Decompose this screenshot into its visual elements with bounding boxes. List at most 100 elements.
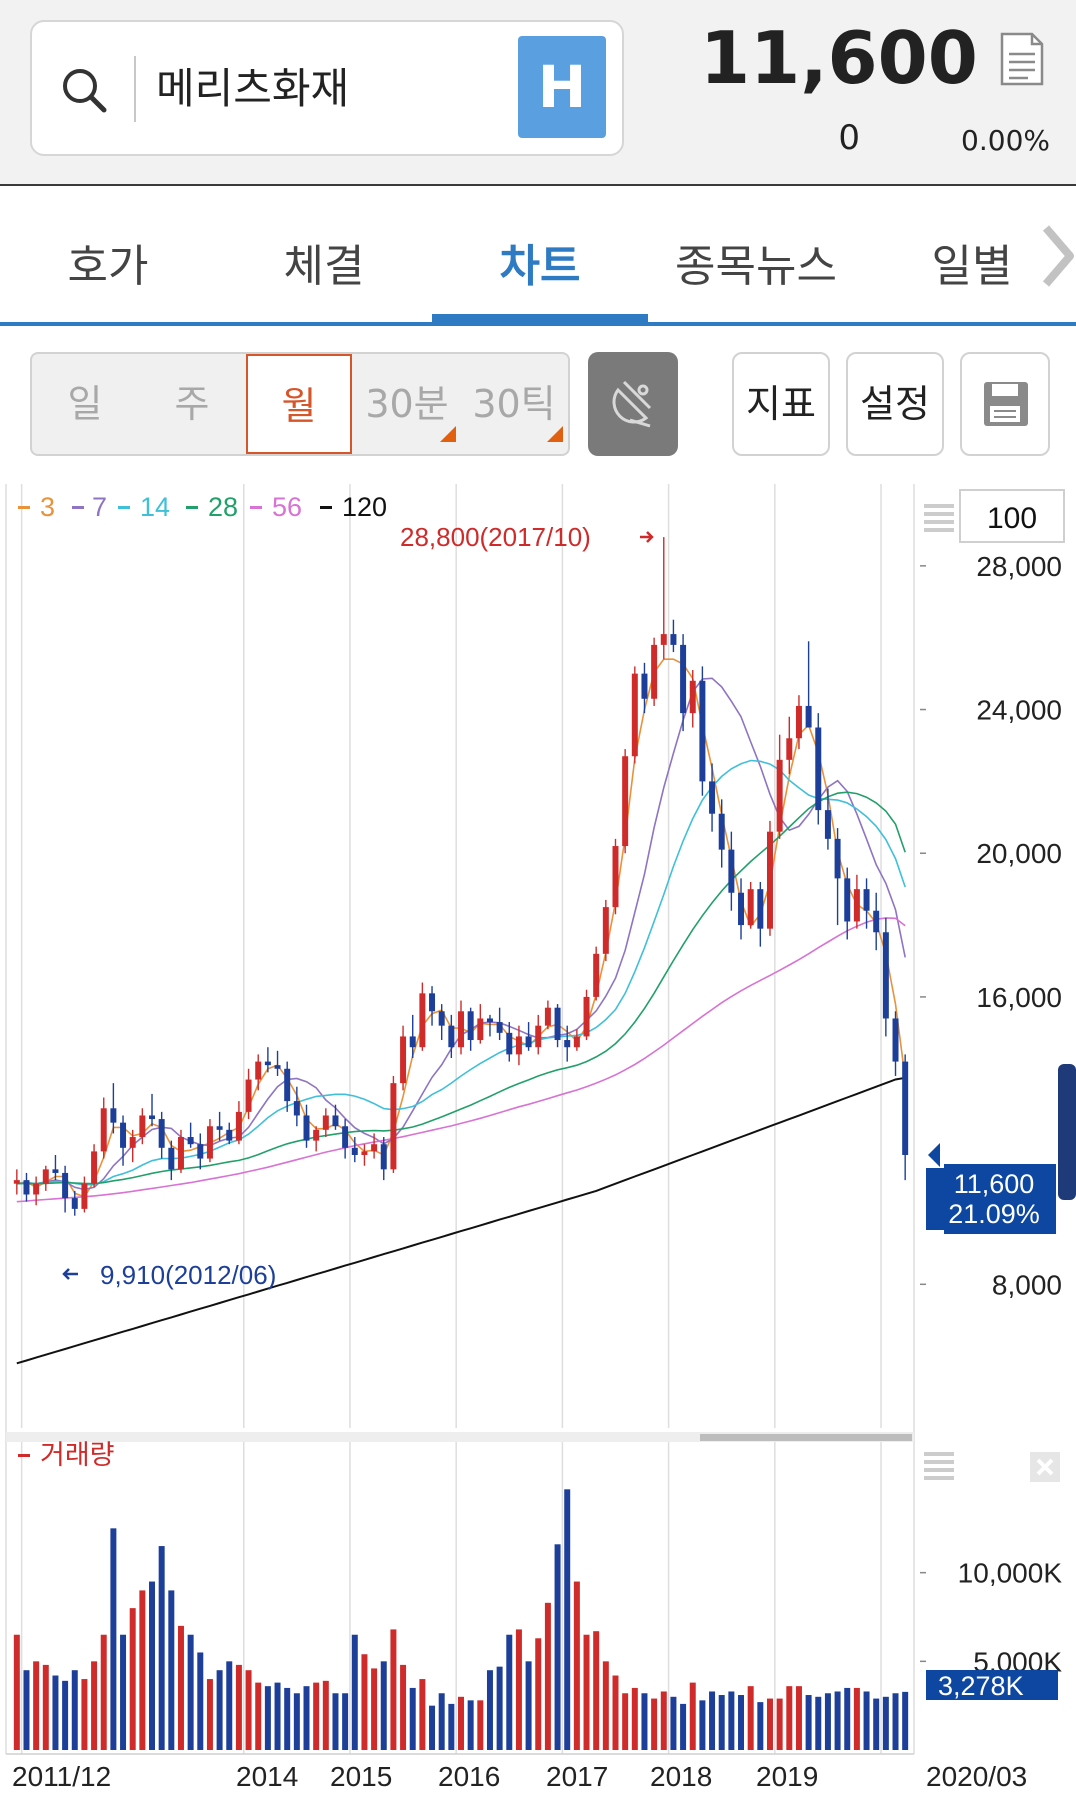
candle-body: [795, 705, 802, 739]
stock-search-box[interactable]: 메리츠화재 H: [30, 20, 624, 156]
search-divider: [134, 56, 136, 122]
current-price: 11,600: [700, 16, 978, 100]
ma7-legend-label: 7: [92, 492, 107, 522]
arrow-right-icon: [640, 531, 654, 543]
volume-bar: [573, 1581, 580, 1750]
period-day-button[interactable]: 일: [32, 354, 138, 454]
volume-bar: [564, 1489, 571, 1750]
close-panel-icon[interactable]: [1030, 1452, 1060, 1482]
candle-body: [766, 831, 773, 929]
volume-bar: [322, 1680, 329, 1750]
candle-body: [544, 1007, 551, 1026]
candle-body: [187, 1137, 194, 1145]
volume-bar: [815, 1696, 822, 1750]
candle-body: [815, 727, 822, 811]
candle-body: [448, 1025, 455, 1048]
candle-body: [786, 738, 793, 760]
period-30min-button[interactable]: 30분: [354, 354, 460, 454]
volume-bar: [795, 1686, 802, 1750]
date-tick-label: 2015: [330, 1761, 392, 1792]
volume-bar: [506, 1634, 513, 1750]
low-annotation: 9,910(2012/06): [100, 1260, 276, 1290]
candle-body: [120, 1122, 127, 1148]
volume-bar: [100, 1634, 107, 1750]
volume-bar: [264, 1686, 271, 1750]
tab-trades[interactable]: 체결: [283, 241, 365, 292]
period-month-label: 월: [281, 384, 317, 428]
chevron-right-icon[interactable]: [1040, 224, 1076, 288]
candle-body: [322, 1115, 329, 1130]
volume-bar: [303, 1686, 310, 1750]
candle-body: [62, 1172, 69, 1199]
tab-orderbook[interactable]: 호가: [67, 241, 149, 292]
period-week-button[interactable]: 주: [139, 354, 245, 454]
volume-bar: [477, 1700, 484, 1750]
candle-body: [110, 1108, 117, 1123]
candle-body: [390, 1083, 397, 1170]
panel-separator: [6, 1432, 914, 1442]
drawing-tool-button[interactable]: [588, 352, 678, 456]
side-panel-handle[interactable]: [1058, 1064, 1076, 1200]
volume-bar: [149, 1581, 156, 1750]
volume-bar: [448, 1703, 455, 1750]
floppy-disk-icon: [984, 382, 1028, 426]
h-button[interactable]: H: [518, 36, 606, 138]
last-volume-label: 3,278K: [938, 1671, 1024, 1701]
ma3-legend-label: 3: [40, 492, 55, 522]
candle-body: [670, 634, 677, 645]
ma28-legend-label: 28: [208, 492, 238, 522]
count-box[interactable]: [959, 489, 1065, 543]
candle-body: [709, 781, 716, 814]
candle-body: [274, 1065, 281, 1069]
ma14-line: [16, 759, 906, 1186]
volume-bar: [593, 1631, 600, 1750]
candle-body: [853, 889, 860, 922]
volume-bar: [467, 1700, 474, 1750]
active-tab-indicator: [432, 314, 648, 322]
tab-daily[interactable]: 일별: [931, 241, 1013, 292]
tab-chart[interactable]: 차트: [499, 241, 581, 292]
volume-panel-menu-icon[interactable]: [924, 1452, 954, 1480]
candle-body: [197, 1144, 204, 1159]
volume-bar: [33, 1661, 40, 1750]
volume-bar: [216, 1670, 223, 1750]
search-icon[interactable]: [60, 66, 108, 114]
ma120-line: [16, 1076, 906, 1365]
volume-bar: [515, 1629, 522, 1750]
volume-bar: [332, 1693, 339, 1750]
volume-bar: [805, 1695, 812, 1750]
candle-body: [342, 1126, 349, 1148]
price-tick-label: 24,000: [976, 695, 1062, 726]
candle-body: [361, 1151, 368, 1155]
stock-chart-svg[interactable]: 3 7 14 28 56 120 100 28,000 24,000 20,000 1…: [0, 484, 1076, 1803]
volume-bar: [419, 1679, 426, 1750]
period-30tick-button[interactable]: 30틱: [461, 354, 567, 454]
price-panel-menu-icon[interactable]: [924, 504, 954, 532]
candle-body: [129, 1137, 136, 1148]
candle-body: [892, 1018, 899, 1062]
volume-bars: [13, 1489, 909, 1750]
horizontal-scrollbar[interactable]: [700, 1434, 912, 1441]
volume-bar: [400, 1664, 407, 1750]
stock-name[interactable]: 메리츠화재: [156, 64, 350, 113]
save-button[interactable]: [960, 352, 1050, 456]
last-price-pointer: [928, 1142, 940, 1167]
candle-body: [13, 1180, 20, 1184]
document-icon[interactable]: [1000, 32, 1044, 86]
date-axis: 2011/12 2014 2015 2016 2017 2018 2019 2020/03: [12, 1761, 1027, 1792]
volume-bar: [738, 1695, 745, 1750]
tab-stock-news[interactable]: 종목뉴스: [675, 241, 837, 292]
indicator-button[interactable]: 지표: [732, 352, 830, 456]
volume-bar: [776, 1698, 783, 1750]
volume-bar: [371, 1668, 378, 1750]
settings-button[interactable]: 설정: [846, 352, 944, 456]
ma14-swatch: [118, 506, 130, 509]
chart-area[interactable]: 3 7 14 28 56 120 100 28,000 24,000 20,000 1…: [0, 484, 1076, 1803]
period-month-button[interactable]: 월: [246, 354, 352, 454]
volume-bar: [245, 1670, 252, 1750]
volume-bar: [834, 1691, 841, 1750]
period-day-label: 일: [67, 382, 103, 426]
volume-bar: [390, 1629, 397, 1750]
candle-body: [844, 878, 851, 922]
candle-body: [264, 1061, 271, 1066]
